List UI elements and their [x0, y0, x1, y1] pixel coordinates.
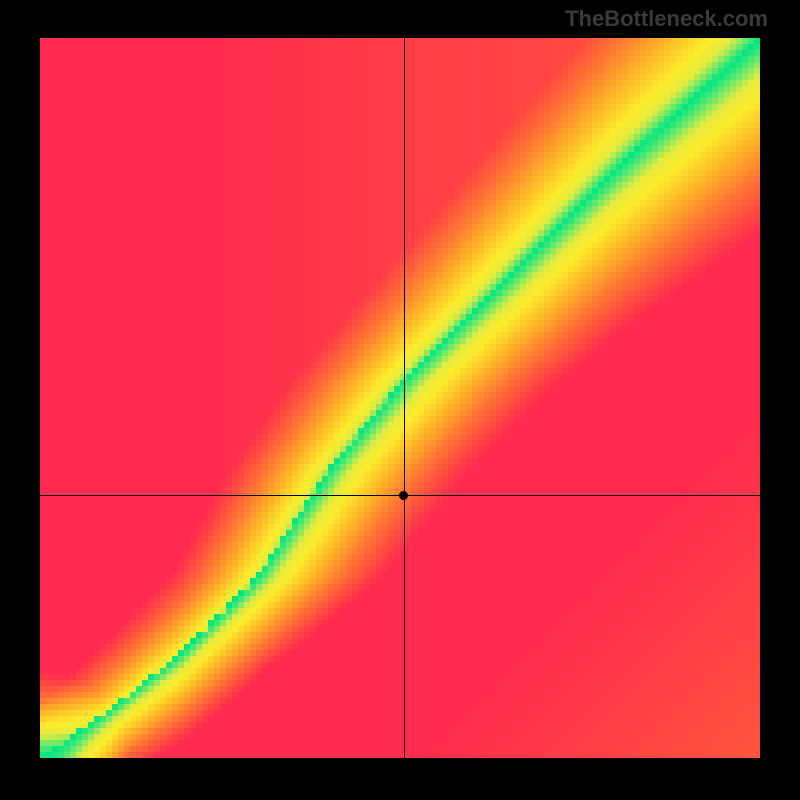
crosshair-vertical	[404, 38, 405, 758]
bottleneck-heatmap	[40, 38, 760, 758]
selected-point-marker	[399, 491, 408, 500]
root-container: { "canvas": { "outer_width": 800, "outer…	[0, 0, 800, 800]
watermark-label: TheBottleneck.com	[565, 6, 768, 32]
